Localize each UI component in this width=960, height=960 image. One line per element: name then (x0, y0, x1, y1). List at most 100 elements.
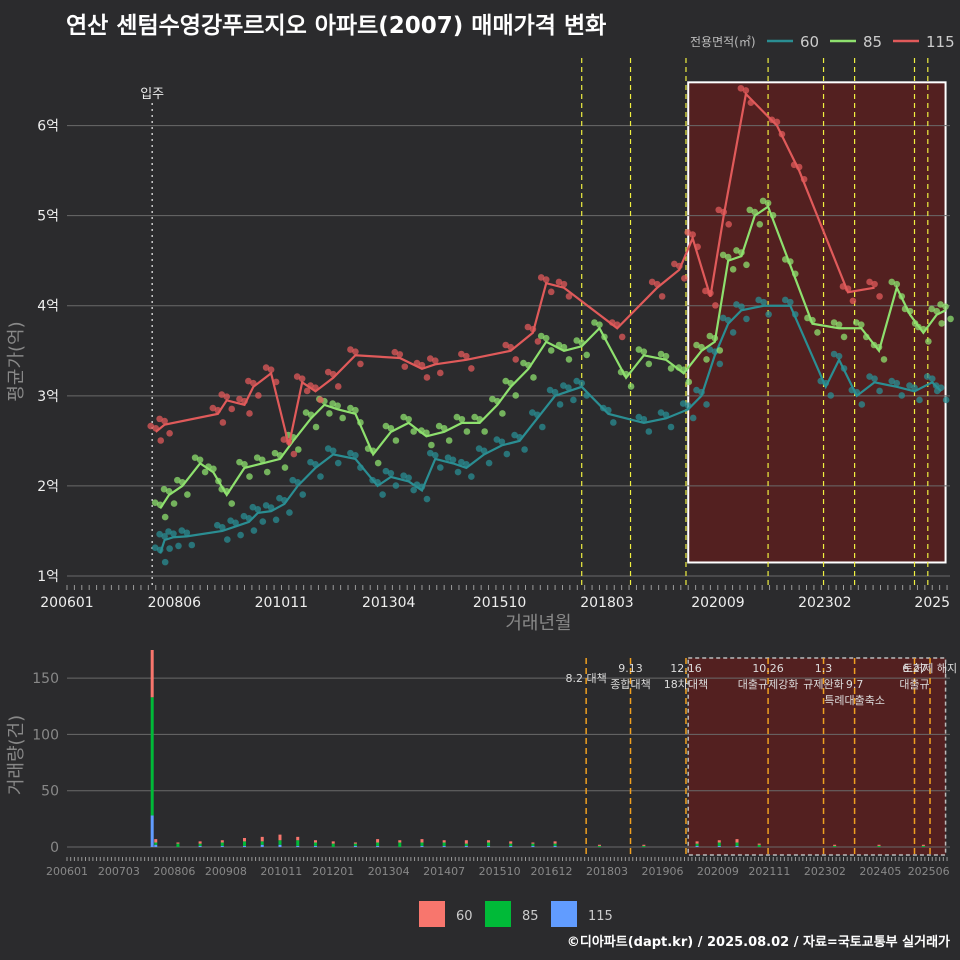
price-xtick-label: 201510 (473, 595, 526, 611)
series-60-point (272, 516, 280, 524)
series-85-point (703, 356, 710, 363)
bottom-legend-label-60: 60 (456, 909, 473, 924)
volume-bar-v85 (464, 843, 468, 846)
series-60-point (166, 545, 173, 552)
series-85-point (729, 266, 737, 273)
volume-bar-v85 (278, 840, 282, 845)
volume-bar-v85 (487, 842, 491, 846)
series-60-point (635, 413, 643, 421)
series-60-point (485, 459, 493, 467)
policy-label: 9.7 (846, 678, 864, 691)
volume-bar-v115 (420, 845, 424, 847)
series-60-point (262, 502, 270, 509)
series-60-point (458, 458, 465, 466)
series-60-point (175, 542, 182, 550)
series-60-point (560, 382, 567, 389)
volume-yaxis-label: 거래량(건) (6, 715, 27, 795)
series-85-point (463, 428, 471, 435)
policy-label: 1.3 (815, 662, 833, 675)
series-60-point (738, 303, 745, 310)
series-60-point (898, 392, 906, 399)
series-115-point (228, 405, 236, 413)
volume-bar-v60 (353, 842, 357, 844)
series-85-point (312, 423, 320, 431)
volume-xtick-label: 202009 (697, 865, 739, 878)
series-60-point (161, 558, 169, 566)
series-60-point (334, 459, 342, 467)
series-60-point (436, 464, 444, 471)
series-85-point (814, 329, 821, 336)
series-115-point (396, 351, 404, 358)
series-60-point (237, 531, 244, 539)
series-85-point (499, 410, 506, 417)
series-60-point (449, 456, 457, 464)
series-60-point (227, 517, 234, 524)
policy-label: 8.2 대책 (566, 672, 607, 685)
volume-bar-v60 (442, 840, 446, 843)
series-85-point (347, 404, 354, 412)
series-85-point (196, 456, 204, 464)
price-xaxis-label: 거래년월 (505, 613, 571, 634)
series-115-point (849, 297, 857, 305)
volume-xtick-label: 200601 (46, 865, 88, 878)
series-115-point (218, 391, 226, 398)
volume-bar-v60 (717, 840, 721, 843)
series-60-point (387, 469, 395, 477)
series-60-point (454, 468, 462, 476)
volume-bar-v115 (553, 845, 557, 847)
series-60-point (835, 352, 843, 360)
series-115-point (725, 220, 733, 228)
series-85-point (520, 359, 527, 367)
series-85-point (246, 473, 253, 480)
price-xtick-label: 200806 (148, 595, 202, 611)
series-115-point (436, 369, 444, 377)
series-85-point (241, 460, 248, 468)
volume-ytick-label: 0 (50, 840, 59, 856)
series-60-point (392, 482, 400, 489)
policy-label: 종합대책 (610, 678, 650, 691)
series-85-point (565, 356, 573, 363)
series-115-point (219, 419, 227, 426)
price-xtick-label: 202009 (691, 595, 744, 611)
series-85-point (662, 352, 670, 360)
series-85-point (852, 319, 860, 326)
series-85-point (880, 356, 888, 363)
series-85-point (542, 334, 550, 342)
series-60-point (578, 379, 586, 387)
volume-bar-v85 (442, 842, 446, 846)
bottom-legend-label-115: 115 (588, 909, 613, 924)
series-60-point (503, 450, 511, 458)
series-60-point (610, 419, 617, 426)
volume-bar-v85 (220, 842, 224, 846)
series-60-point (250, 527, 258, 534)
series-115-point (866, 278, 873, 286)
volume-bar-v85 (717, 842, 721, 846)
series-60-line (159, 304, 942, 554)
series-115-point (534, 338, 542, 345)
series-85-point (170, 500, 178, 507)
series-85-point (596, 321, 603, 328)
series-115-point (147, 422, 155, 430)
volume-bar-v85 (553, 843, 557, 846)
series-115-point (157, 437, 165, 444)
series-85-point (635, 346, 643, 353)
series-85-point (942, 303, 949, 310)
volume-xtick-label: 202506 (908, 865, 950, 878)
series-115-point (303, 387, 311, 395)
series-85-point (236, 458, 243, 466)
volume-bar-v60 (376, 839, 380, 843)
volume-bar-v60 (597, 844, 601, 846)
volume-spike-bar-v115 (150, 815, 154, 847)
series-115-point (542, 276, 550, 283)
volume-bar-v115 (695, 845, 699, 847)
series-115-point (431, 357, 439, 364)
series-60-point (662, 411, 670, 419)
series-85-point (947, 315, 954, 323)
series-85-point (334, 402, 341, 410)
series-85-point (743, 261, 750, 269)
series-115-line (155, 91, 875, 446)
series-85-point (888, 278, 896, 286)
series-85-point (937, 301, 944, 308)
series-60-point (444, 454, 452, 461)
series-60-point (640, 415, 648, 423)
